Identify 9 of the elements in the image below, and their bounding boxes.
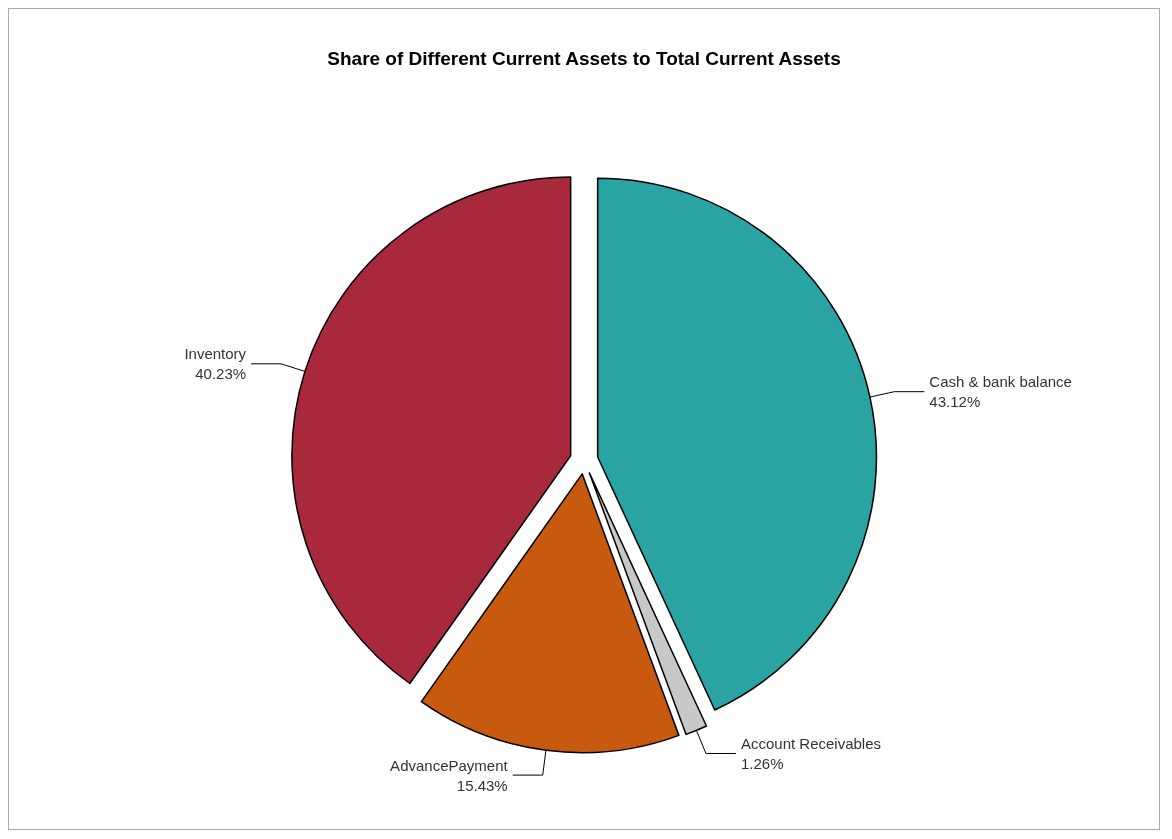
slice-label: Account Receivables <box>740 734 882 752</box>
slice-label: Inventory <box>184 345 247 363</box>
chart-title: Share of Different Current Assets to Total Current Assets <box>327 48 841 69</box>
slice-label: Cash & bank balance <box>929 373 1072 391</box>
data-label: 15.43% <box>456 776 508 794</box>
data-label: 43.12% <box>929 393 981 411</box>
slice-label: AdvancePayment <box>390 756 509 774</box>
data-label: 40.23% <box>195 365 247 383</box>
data-label: 1.26% <box>740 754 784 772</box>
